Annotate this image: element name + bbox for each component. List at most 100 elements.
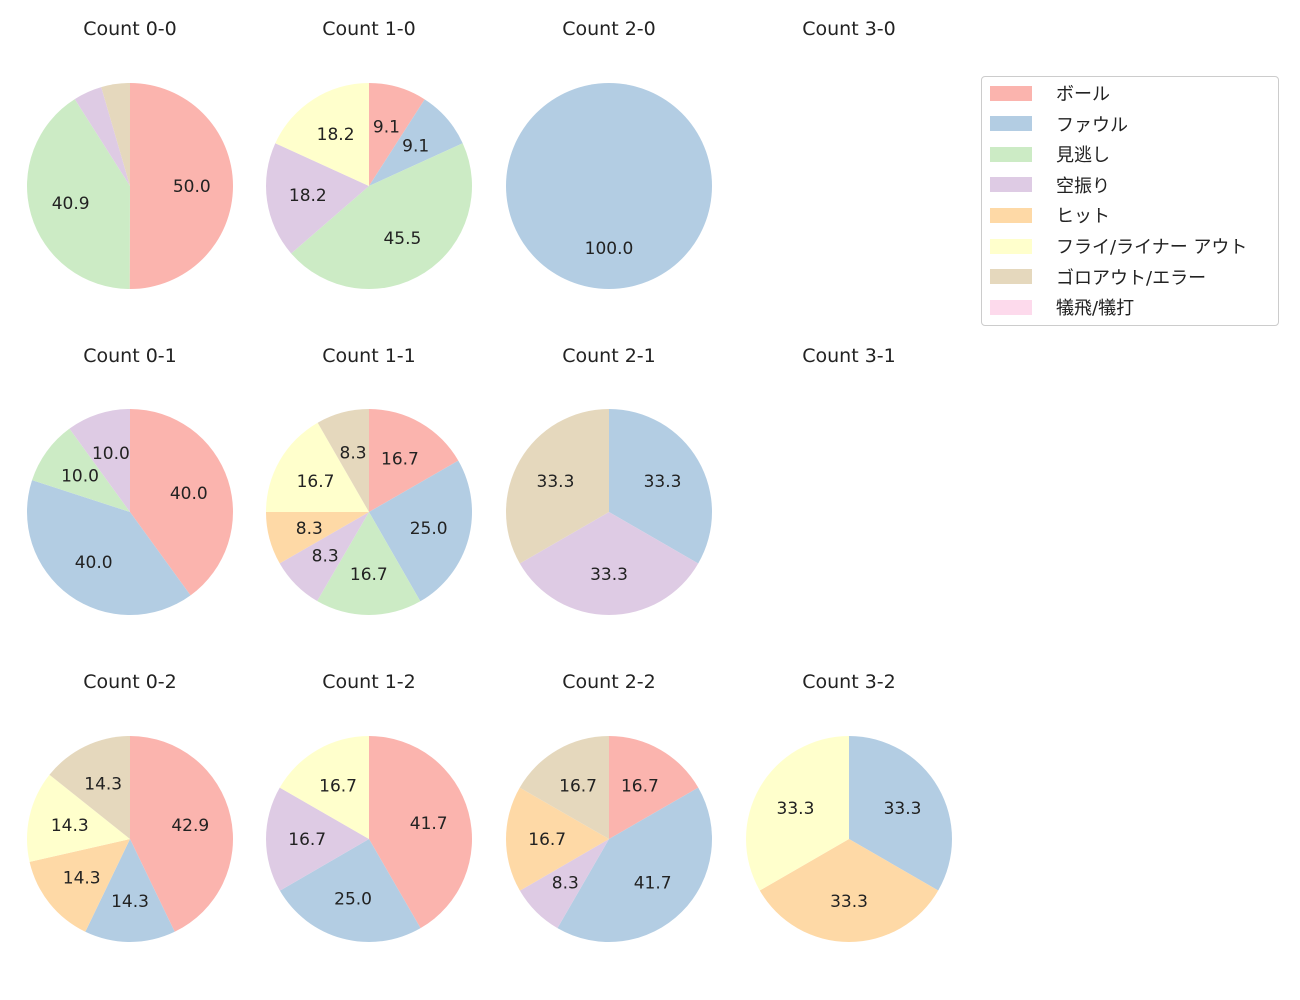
- pie-slice-1: [279, 839, 421, 942]
- slice-label: 42.9: [171, 816, 209, 836]
- pie-title: Count 0-2: [83, 671, 177, 693]
- legend-swatch: [990, 85, 1032, 101]
- legend-item: 見逃し: [990, 142, 1110, 166]
- pie-title: Count 2-2: [562, 671, 656, 693]
- legend-item: 犠飛/犠打: [990, 295, 1134, 319]
- pie-slice-6: [101, 83, 130, 186]
- legend-swatch: [990, 238, 1032, 254]
- legend-item: フライ/ライナー アウト: [990, 234, 1247, 258]
- pie-slice-2: [317, 512, 421, 616]
- pie-chart: Count 2-0 100.0: [506, 18, 712, 289]
- slice-label: 18.2: [317, 125, 355, 145]
- pie-slice-0: [369, 736, 472, 929]
- slice-label: 16.7: [297, 472, 335, 492]
- pie-slice-0: [129, 82, 234, 289]
- legend-item: 空振り: [990, 173, 1110, 197]
- pie-slice-1: [369, 460, 473, 602]
- slice-label: 25.0: [334, 890, 372, 910]
- pie-slice-1: [85, 839, 175, 942]
- legend-swatch: [990, 299, 1032, 315]
- pie-chart: Count 2-2 16.7 41.7 8.3 16.7 16.7: [505, 671, 712, 942]
- pie-slice-0: [369, 83, 425, 186]
- pie-slice-0: [130, 736, 234, 932]
- legend-label: ゴロアウト/エラー: [1056, 267, 1207, 289]
- pie-chart: Count 1-116.725.016.78.38.316.78.3: [266, 345, 473, 616]
- pie-slice-2: [291, 143, 473, 290]
- legend-label: ヒット: [1056, 206, 1110, 228]
- slice-label: 41.7: [410, 814, 448, 834]
- pie-title: Count 1-0: [322, 18, 416, 40]
- pie-slice-2: [27, 99, 131, 289]
- pie-chart: Count 3-0: [802, 18, 896, 40]
- pie-slice-1: [27, 480, 191, 615]
- slice-label: 41.7: [634, 874, 672, 894]
- slice-label: 16.7: [559, 776, 597, 796]
- slice-label: 45.5: [383, 229, 421, 249]
- slice-label: 33.3: [884, 799, 922, 819]
- pie-title: Count 3-1: [802, 345, 896, 367]
- pie-slice-3: [519, 512, 699, 615]
- legend-item: ゴロアウト/エラー: [990, 265, 1206, 289]
- slice-label: 14.3: [84, 774, 122, 794]
- pie-slice-5: [279, 736, 369, 839]
- pie-slice-1: [506, 83, 712, 289]
- pie-title: Count 3-0: [802, 18, 896, 40]
- legend-swatch: [990, 116, 1032, 132]
- slice-label: 33.3: [777, 799, 815, 819]
- slice-label: 16.7: [381, 450, 419, 470]
- pie-chart: Count 1-0 9.19.1 45.5 18.2 18.2: [266, 18, 473, 290]
- legend-item: ヒット: [990, 203, 1110, 227]
- pie-title: Count 2-0: [562, 18, 656, 40]
- pie-title: Count 0-1: [83, 345, 177, 367]
- legend-label: 見逃し: [1056, 145, 1110, 167]
- pie-slice-6: [519, 736, 609, 839]
- legend-item: ボール: [990, 81, 1110, 105]
- slice-label: 18.2: [289, 186, 327, 206]
- pie-slice-4: [29, 839, 130, 932]
- legend-item: ファウル: [990, 112, 1128, 136]
- pie-slice-1: [369, 99, 463, 186]
- pie-slice-3: [266, 787, 369, 891]
- legend-swatch: [990, 207, 1032, 223]
- pie-chart: Count 3-2 33.3 33.3 33.3: [745, 671, 952, 942]
- slice-label: 50.0: [173, 177, 211, 197]
- pie-slice-1: [609, 409, 712, 564]
- legend-label: 空振り: [1056, 175, 1110, 197]
- pie-slice-6: [49, 736, 130, 839]
- slice-label: 33.3: [644, 472, 682, 492]
- pie-chart: Count 3-1: [802, 345, 896, 367]
- pie-slice-0: [130, 409, 233, 596]
- legend-label: ボール: [1056, 84, 1110, 105]
- legend-swatch: [990, 177, 1032, 193]
- slice-label: 33.3: [590, 565, 628, 585]
- slice-label: 10.0: [92, 444, 130, 464]
- slice-label: 16.7: [350, 565, 388, 585]
- slice-label: 8.3: [312, 547, 339, 567]
- pie-title: Count 2-1: [562, 345, 656, 367]
- pie-slice-3: [74, 87, 130, 186]
- pie-chart: Count 1-2 41.7 25.0 16.7 16.7: [266, 671, 472, 942]
- pie-slice-5: [266, 422, 369, 512]
- pie-slice-5: [275, 83, 369, 186]
- pie-slice-3: [519, 839, 609, 929]
- slice-label: 40.0: [75, 553, 113, 573]
- slice-label: 40.9: [52, 194, 90, 214]
- pie-slice-3: [69, 409, 130, 512]
- slice-label: 16.7: [288, 830, 326, 850]
- pie-title: Count 0-0: [83, 18, 177, 40]
- pie-slice-3: [279, 512, 369, 601]
- slice-label: 8.3: [340, 443, 367, 463]
- slice-label: 14.3: [51, 816, 89, 836]
- pie-slice-4: [505, 787, 609, 891]
- slice-label: 8.3: [296, 519, 323, 539]
- slice-label: 40.0: [170, 484, 208, 504]
- legend-label: 犠飛/犠打: [1056, 298, 1135, 320]
- slice-label: 33.3: [830, 892, 868, 912]
- pie-chart: Count 0-1 40.0 40.0 10.0 10.0: [27, 345, 233, 615]
- pie-title: Count 1-1: [322, 345, 416, 367]
- legend-label: フライ/ライナー アウト: [1056, 237, 1248, 258]
- slice-label: 9.1: [373, 118, 400, 138]
- slice-label: 8.3: [552, 874, 579, 894]
- legend: ボールファウル見逃し空振りヒットフライ/ライナー アウト ゴロアウト/エラー 犠飛/…: [981, 76, 1279, 326]
